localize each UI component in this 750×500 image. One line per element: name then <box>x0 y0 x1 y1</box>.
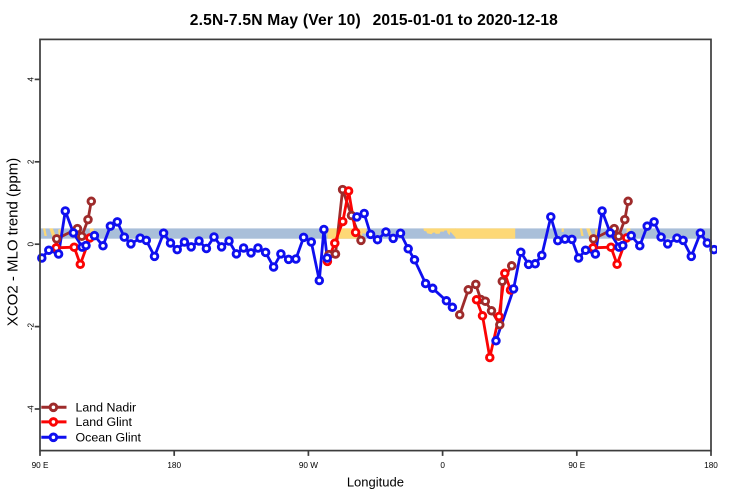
svg-text:-2: -2 <box>27 323 36 331</box>
svg-text:Longitude: Longitude <box>347 474 404 489</box>
svg-text:2.5N-7.5N May (Ver 10): 2.5N-7.5N May (Ver 10) <box>190 12 361 29</box>
svg-text:XCO2 - MLO trend (ppm): XCO2 - MLO trend (ppm) <box>5 158 22 326</box>
svg-text:180: 180 <box>704 461 718 470</box>
svg-text:0: 0 <box>440 461 445 470</box>
svg-text:4: 4 <box>27 77 36 82</box>
svg-text:Land Nadir: Land Nadir <box>76 401 137 415</box>
svg-text:-4: -4 <box>27 405 36 413</box>
svg-text:90 W: 90 W <box>299 461 318 470</box>
svg-text:2015-01-01 to 2020-12-18: 2015-01-01 to 2020-12-18 <box>373 12 559 29</box>
svg-text:0: 0 <box>27 241 36 246</box>
svg-text:180: 180 <box>167 461 181 470</box>
svg-text:2: 2 <box>27 159 36 164</box>
svg-text:90 E: 90 E <box>32 461 49 470</box>
svg-text:90 E: 90 E <box>568 461 585 470</box>
svg-text:Ocean Glint: Ocean Glint <box>76 431 142 445</box>
svg-text:Land Glint: Land Glint <box>76 415 133 429</box>
